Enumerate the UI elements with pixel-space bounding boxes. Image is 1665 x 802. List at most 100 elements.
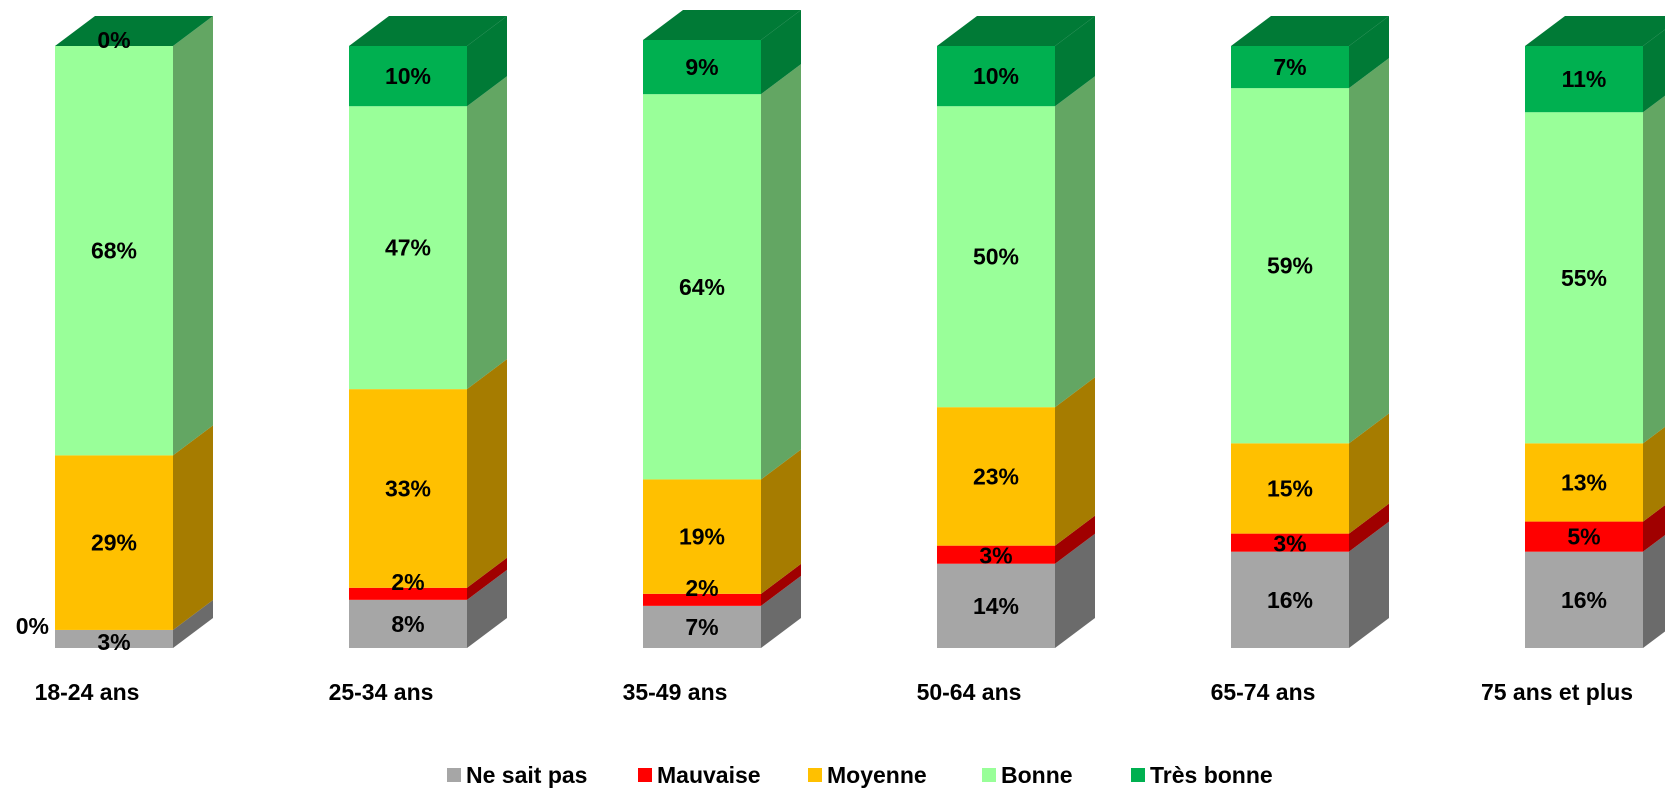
bar-side-35-49-ans-moyenne xyxy=(761,449,801,594)
data-label-75-ans-et-plus-moyenne: 13% xyxy=(1561,469,1607,495)
bar-side-75-ans-et-plus-moyenne xyxy=(1643,426,1665,522)
bar-side-18-24-ans-moyenne xyxy=(173,425,213,630)
category-label-35-49-ans: 35-49 ans xyxy=(623,679,728,705)
bar-top-75-ans-et-plus xyxy=(1525,16,1665,46)
data-label-18-24-ans-ne-sait-pas: 3% xyxy=(97,629,130,655)
bar-segment-75-ans-et-plus-mauvaise xyxy=(1525,521,1643,552)
legend-item-ne-sait-pas: Ne sait pas xyxy=(447,762,587,788)
bar-side-75-ans-et-plus-mauvaise xyxy=(1643,505,1665,552)
bar-top-50-64-ans xyxy=(937,16,1095,46)
bar-18-24-ans xyxy=(55,16,213,648)
bar-side-65-74-ans-ne-sait-pas xyxy=(1349,521,1389,648)
bar-segment-75-ans-et-plus-tres-bonne xyxy=(1525,46,1643,113)
data-label-25-34-ans-moyenne: 33% xyxy=(385,475,431,501)
bar-side-25-34-ans-mauvaise xyxy=(467,557,507,600)
bar-side-75-ans-et-plus-bonne xyxy=(1643,95,1665,444)
bar-segment-65-74-ans-moyenne xyxy=(1231,443,1349,534)
bar-segment-75-ans-et-plus-moyenne xyxy=(1525,443,1643,522)
bar-top-25-34-ans xyxy=(349,16,507,46)
bar-side-65-74-ans-mauvaise xyxy=(1349,503,1389,552)
bar-side-65-74-ans-moyenne xyxy=(1349,413,1389,534)
bar-side-65-74-ans-bonne xyxy=(1349,58,1389,444)
legend-swatch-tres-bonne xyxy=(1131,768,1145,782)
bar-segment-75-ans-et-plus-bonne xyxy=(1525,112,1643,444)
legend-item-moyenne: Moyenne xyxy=(808,762,927,788)
data-label-35-49-ans-moyenne: 19% xyxy=(679,524,725,550)
bar-segment-50-64-ans-bonne xyxy=(937,106,1055,408)
bar-side-25-34-ans-bonne xyxy=(467,76,507,390)
legend: Ne sait pas Mauvaise Moyenne Bonne Très bonn… xyxy=(447,762,1273,788)
bar-side-50-64-ans-tres-bonne xyxy=(1055,16,1095,107)
legend-swatch-moyenne xyxy=(808,768,822,782)
data-label-75-ans-et-plus-tres-bonne: 11% xyxy=(1562,66,1607,92)
category-axis: 18-24 ans 25-34 ans 35-49 ans 50-64 ans 65-7… xyxy=(35,679,1633,705)
data-label-35-49-ans-bonne: 64% xyxy=(679,274,725,300)
bar-side-35-49-ans-mauvaise xyxy=(761,563,801,606)
data-label-18-24-ans-tres-bonne: 0% xyxy=(97,27,130,53)
category-label-50-64-ans: 50-64 ans xyxy=(917,679,1022,705)
bar-top-65-74-ans xyxy=(1231,16,1389,46)
bar-top-35-49-ans xyxy=(643,9,801,40)
legend-label-tres-bonne: Très bonne xyxy=(1150,762,1273,788)
data-label-18-24-ans-moyenne: 29% xyxy=(91,530,137,556)
legend-label-ne-sait-pas: Ne sait pas xyxy=(466,762,587,788)
bar-segment-50-64-ans-mauvaise xyxy=(937,545,1055,564)
legend-item-mauvaise: Mauvaise xyxy=(638,762,761,788)
bar-side-50-64-ans-moyenne xyxy=(1055,377,1095,546)
bar-segment-50-64-ans-tres-bonne xyxy=(937,46,1055,107)
bar-segment-50-64-ans-ne-sait-pas xyxy=(937,563,1055,648)
bar-top-18-24-ans xyxy=(55,16,213,46)
data-label-25-34-ans-ne-sait-pas: 8% xyxy=(391,611,424,637)
data-label-75-ans-et-plus-mauvaise: 5% xyxy=(1567,524,1600,550)
bar-side-35-49-ans-ne-sait-pas xyxy=(761,575,801,648)
bar-segment-25-34-ans-tres-bonne xyxy=(349,46,467,107)
legend-label-moyenne: Moyenne xyxy=(827,762,927,788)
data-label-18-24-ans-bonne: 68% xyxy=(91,238,137,264)
bar-segment-18-24-ans-ne-sait-pas xyxy=(55,629,173,648)
bar-25-34-ans xyxy=(349,16,507,648)
legend-item-tres-bonne: Très bonne xyxy=(1131,762,1273,788)
bar-segment-25-34-ans-ne-sait-pas xyxy=(349,599,467,648)
bar-50-64-ans xyxy=(937,16,1095,648)
bar-segment-35-49-ans-ne-sait-pas xyxy=(643,605,761,648)
data-label-50-64-ans-ne-sait-pas: 14% xyxy=(973,593,1019,619)
data-label-18-24-ans-mauvaise: 0% xyxy=(16,613,49,639)
data-label-25-34-ans-tres-bonne: 10% xyxy=(385,63,431,89)
bars-layer xyxy=(55,9,1665,648)
bar-75-ans-et-plus xyxy=(1525,16,1665,648)
bar-segment-65-74-ans-mauvaise xyxy=(1231,533,1349,552)
legend-swatch-ne-sait-pas xyxy=(447,768,461,782)
legend-item-bonne: Bonne xyxy=(982,762,1073,788)
bar-segment-35-49-ans-mauvaise xyxy=(643,593,761,606)
bar-segment-35-49-ans-moyenne xyxy=(643,479,761,594)
bar-side-18-24-ans-bonne xyxy=(173,16,213,456)
bar-side-75-ans-et-plus-ne-sait-pas xyxy=(1643,535,1665,648)
legend-swatch-bonne xyxy=(982,768,996,782)
data-label-35-49-ans-ne-sait-pas: 7% xyxy=(685,614,718,640)
category-label-75-ans-et-plus: 75 ans et plus xyxy=(1481,679,1633,705)
data-label-50-64-ans-bonne: 50% xyxy=(973,244,1019,270)
bar-35-49-ans xyxy=(643,9,801,648)
legend-swatch-mauvaise xyxy=(638,768,652,782)
bar-segment-35-49-ans-tres-bonne xyxy=(643,39,761,95)
legend-label-mauvaise: Mauvaise xyxy=(657,762,761,788)
data-label-35-49-ans-mauvaise: 2% xyxy=(685,575,718,601)
bar-segment-18-24-ans-moyenne xyxy=(55,455,173,630)
bar-side-35-49-ans-bonne xyxy=(761,64,801,480)
bar-segment-25-34-ans-mauvaise xyxy=(349,587,467,600)
bar-side-18-24-ans-ne-sait-pas xyxy=(173,599,213,648)
data-label-75-ans-et-plus-ne-sait-pas: 16% xyxy=(1561,587,1607,613)
bar-segment-65-74-ans-bonne xyxy=(1231,88,1349,444)
category-label-25-34-ans: 25-34 ans xyxy=(329,679,434,705)
bar-segment-25-34-ans-moyenne xyxy=(349,389,467,588)
data-label-50-64-ans-moyenne: 23% xyxy=(973,463,1019,489)
bar-side-50-64-ans-bonne xyxy=(1055,76,1095,408)
data-label-65-74-ans-mauvaise: 3% xyxy=(1273,531,1306,557)
data-label-25-34-ans-bonne: 47% xyxy=(385,235,431,261)
bar-segment-25-34-ans-bonne xyxy=(349,106,467,390)
bar-segment-35-49-ans-bonne xyxy=(643,94,761,480)
bar-segment-65-74-ans-ne-sait-pas xyxy=(1231,551,1349,648)
bar-segment-18-24-ans-bonne xyxy=(55,46,173,456)
data-label-65-74-ans-bonne: 59% xyxy=(1267,253,1313,279)
